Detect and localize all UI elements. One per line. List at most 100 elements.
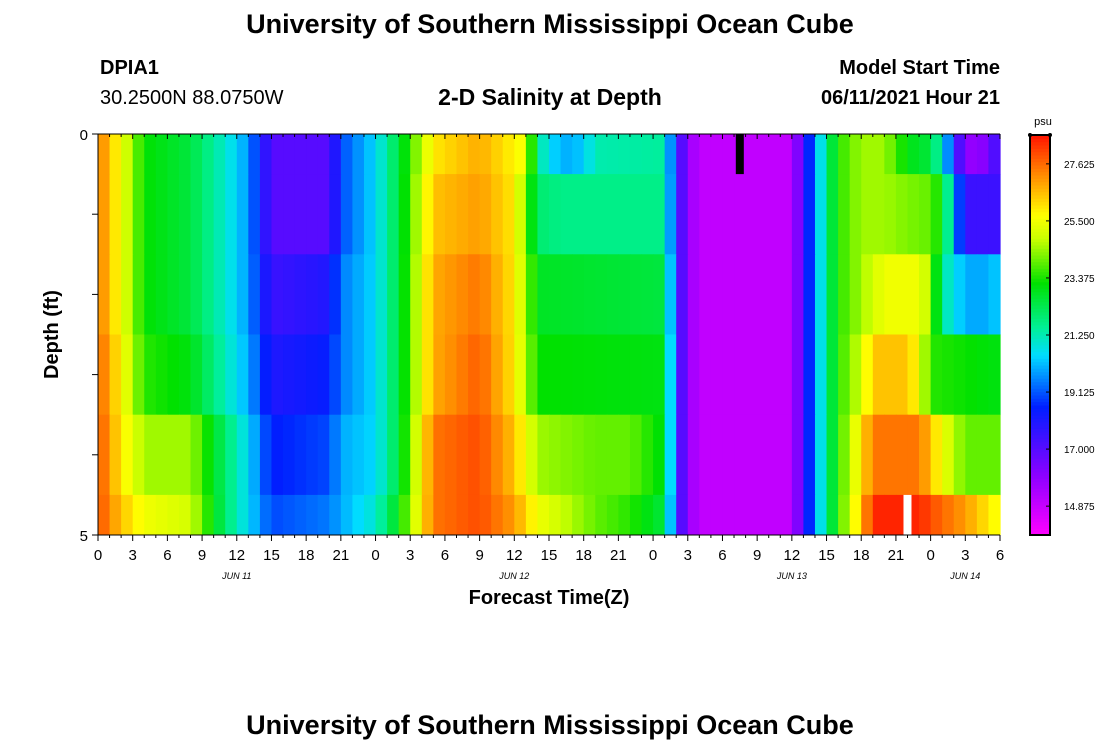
heatmap-cell [757, 174, 770, 255]
heatmap-cell [618, 174, 631, 255]
heatmap-cell [502, 494, 515, 536]
heatmap-cell [248, 494, 261, 536]
heatmap-cell [953, 414, 966, 496]
heatmap-cell [814, 334, 828, 416]
heatmap-cell [190, 134, 203, 175]
x-axis-label: Forecast Time(Z) [469, 587, 630, 609]
heatmap-cell [329, 494, 342, 536]
heatmap-cell [178, 174, 192, 255]
heatmap-cell [572, 134, 585, 175]
heatmap-cell [375, 334, 388, 416]
heatmap-cell [745, 254, 758, 335]
colorbar-swatch [1030, 175, 1050, 179]
heatmap-cell [144, 134, 157, 175]
heatmap-cell [791, 414, 805, 496]
heatmap-cell [329, 254, 342, 335]
colorbar-swatch [1030, 351, 1050, 356]
heatmap-cell [629, 334, 643, 416]
heatmap-cell [271, 174, 284, 255]
heatmap-cell [398, 174, 411, 255]
heatmap-cell [560, 414, 573, 496]
colorbar-swatch [1030, 208, 1050, 213]
heatmap-cell [259, 174, 273, 255]
heatmap-cell [930, 134, 943, 175]
x-tick-label: 18 [298, 547, 315, 564]
heatmap-cell [202, 134, 215, 175]
heatmap-cell [178, 254, 192, 335]
heatmap-cell [895, 334, 909, 416]
heatmap-cell [872, 334, 885, 416]
heatmap-cell [745, 174, 758, 255]
colorbar-tick-label: 21.250 [1064, 331, 1095, 342]
heatmap-cell [838, 334, 851, 416]
heatmap-cell [838, 494, 851, 536]
heatmap-cell [433, 134, 446, 175]
heatmap-cell [884, 174, 897, 255]
heatmap-cell [595, 174, 608, 255]
colorbar-swatch [1030, 331, 1050, 336]
heatmap-cell [965, 134, 978, 175]
colorbar-swatch [1030, 378, 1050, 383]
colorbar-swatch [1030, 495, 1050, 499]
heatmap-cell [757, 254, 770, 335]
colorbar-swatch [1030, 201, 1050, 206]
x-tick-label: 21 [888, 547, 905, 564]
heatmap-cell [676, 174, 689, 255]
heatmap-cell [745, 334, 758, 416]
heatmap-cell [132, 174, 145, 255]
heatmap-cell [213, 254, 226, 335]
heatmap-cell [965, 334, 978, 416]
colorbar-swatch [1030, 228, 1050, 233]
heatmap-cell [155, 494, 168, 536]
heatmap-cell [421, 174, 434, 255]
heatmap-cell [710, 334, 724, 416]
colorbar-swatch [1030, 405, 1050, 409]
heatmap-cell [248, 254, 261, 335]
colorbar-swatch [1030, 515, 1050, 519]
colorbar-swatch [1030, 295, 1050, 299]
heatmap-cell [953, 494, 966, 536]
heatmap-cell [259, 134, 273, 175]
colorbar-swatch [1030, 525, 1050, 529]
heatmap-cell [190, 254, 203, 335]
heatmap-cell [178, 134, 192, 175]
x-tick-label: 21 [610, 547, 627, 564]
heatmap-cell [514, 334, 527, 416]
colorbar-swatch [1030, 198, 1050, 203]
heatmap-cell [340, 134, 354, 175]
heatmap-cell [780, 334, 793, 416]
heatmap-cell [560, 494, 573, 536]
heatmap-cell [259, 494, 273, 536]
heatmap-cell [167, 134, 180, 175]
x-tick-label: 3 [961, 547, 969, 564]
heatmap-cell [976, 254, 990, 335]
heatmap-cell [271, 134, 284, 175]
heatmap-cell [745, 494, 758, 536]
colorbar-swatch [1030, 365, 1050, 369]
heatmap-cell [479, 334, 492, 416]
heatmap-cell [491, 334, 504, 416]
heatmap-cell [213, 174, 226, 255]
x-tick-label: 9 [475, 547, 483, 564]
heatmap-cell [942, 334, 955, 416]
heatmap-cell [537, 494, 550, 536]
heatmap-cell [560, 254, 573, 335]
heatmap-cell [109, 414, 122, 496]
heatmap-cell [653, 254, 666, 335]
heatmap-cell [664, 134, 677, 175]
colorbar-swatch [1030, 261, 1050, 266]
colorbar-swatch [1030, 485, 1050, 489]
heatmap-cell [167, 414, 180, 496]
heatmap-cell [444, 174, 458, 255]
heatmap-cell [387, 414, 400, 496]
heatmap-cell [606, 494, 619, 536]
heatmap-cell [352, 134, 365, 175]
heatmap-cell [167, 254, 180, 335]
heatmap-cell [456, 254, 469, 335]
heatmap-cell [514, 494, 527, 536]
page-title: University of Southern Mississippi Ocean… [246, 9, 854, 39]
colorbar-swatch [1030, 358, 1050, 363]
heatmap-cell [283, 174, 296, 255]
heatmap-cell [525, 414, 539, 496]
colorbar-swatch [1030, 245, 1050, 249]
